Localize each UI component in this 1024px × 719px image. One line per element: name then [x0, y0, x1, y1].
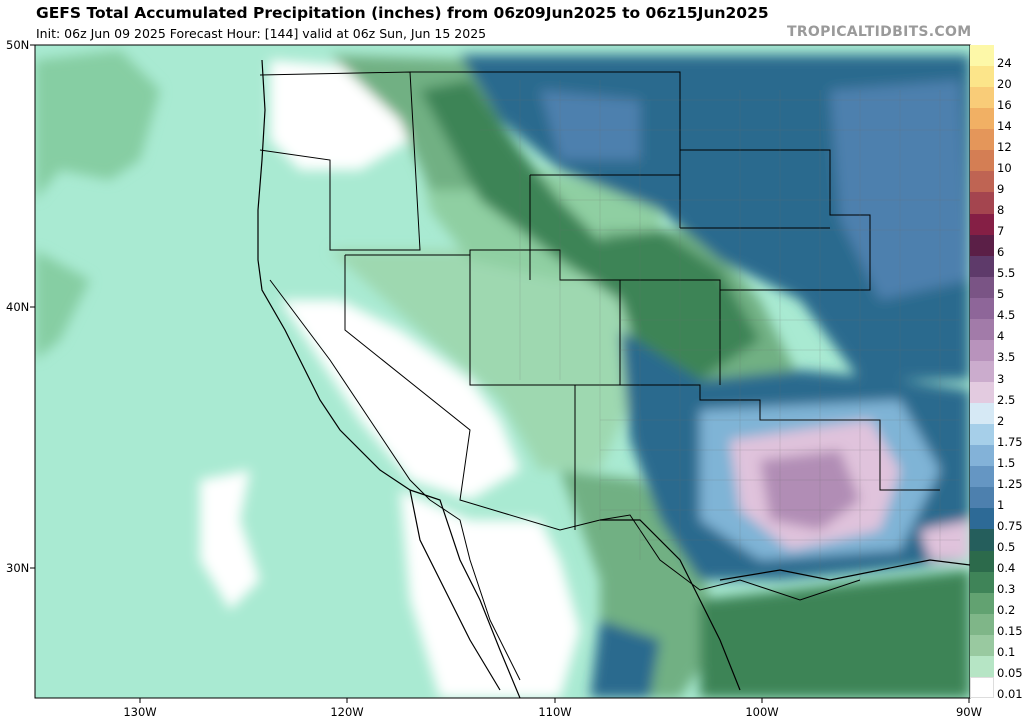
legend-swatch: [970, 297, 994, 320]
county-lines: [480, 80, 960, 580]
lightblue-dakotas: [540, 90, 640, 160]
legend-swatch: [970, 592, 994, 615]
legend-value: 9: [997, 181, 1005, 196]
legend-swatch: [970, 550, 994, 573]
legend-swatch: [970, 360, 994, 383]
lon-label-90w: 90W: [955, 705, 983, 719]
legend-value: 3: [997, 371, 1005, 386]
legend-value: 7: [997, 224, 1005, 239]
legend-swatch: [970, 213, 994, 236]
legend-value: 1: [997, 497, 1005, 512]
purple-core: [760, 450, 860, 530]
legend-swatch: [970, 424, 994, 446]
legend-value: 4.5: [997, 308, 1016, 323]
ocean-green-band-2: [35, 250, 90, 360]
dark-green-band: [420, 80, 760, 380]
legend-swatch: [970, 45, 994, 67]
ocean-green-band: [35, 50, 160, 200]
legend-swatch: [970, 108, 994, 130]
legend-swatch: [970, 613, 994, 636]
legend-value: 12: [997, 139, 1012, 154]
legend-swatch: [970, 66, 994, 88]
lon-label-130w: 130W: [123, 705, 157, 719]
pink-louisiana: [920, 520, 970, 560]
legend-value: 0.5: [997, 540, 1016, 555]
legend-value: 8: [997, 202, 1005, 217]
axis-ticks: [30, 44, 970, 703]
lon-label-110w: 110W: [538, 705, 572, 719]
legend-value: 0.1: [997, 645, 1016, 660]
legend-swatch: [970, 508, 994, 530]
legend-swatch: [970, 466, 994, 488]
legend-value: 1.25: [997, 476, 1023, 491]
dry-area-ocean: [200, 470, 260, 610]
legend-swatch: [970, 634, 994, 657]
page-subtitle: Init: 06z Jun 09 2025 Forecast Hour: [14…: [36, 26, 487, 41]
lat-label-30n: 30N: [6, 561, 30, 575]
legend-swatch: [970, 655, 994, 678]
legend-value: 1.5: [997, 455, 1016, 470]
legend-swatch: [970, 192, 994, 214]
blue-south-texas: [590, 620, 660, 698]
legend-value: 5.5: [997, 266, 1016, 281]
legend-value: 6: [997, 245, 1005, 260]
legend-swatch: [970, 445, 994, 467]
legend-value: 2: [997, 413, 1005, 428]
legend-value: 0.15: [997, 624, 1023, 639]
legend-value: 16: [997, 97, 1012, 112]
legend-swatch: [970, 129, 994, 151]
legend-value: 24: [997, 55, 1012, 70]
lon-label-120w: 120W: [330, 705, 364, 719]
dry-area-mexico: [400, 490, 580, 698]
lat-label-50n: 50N: [6, 38, 30, 52]
legend-value: 14: [997, 118, 1012, 133]
legend-swatch: [970, 487, 994, 509]
legend-swatch: [970, 150, 994, 172]
legend-swatch: [970, 676, 994, 699]
state-borders: [259, 71, 940, 681]
page-title: GEFS Total Accumulated Precipitation (in…: [36, 4, 769, 22]
lon-label-100w: 100W: [745, 705, 779, 719]
coastline: [257, 59, 970, 698]
legend-swatch: [970, 571, 994, 594]
legend-swatch: [970, 255, 994, 278]
legend-value: 4: [997, 329, 1005, 344]
legend-value: 0.2: [997, 603, 1016, 618]
precipitation-legend: 24 20 16 14 12 10 9 8 7 6 5.5 5 4.5 4 3.5 3 2.5 2 1.75 1.5 1…: [970, 45, 1024, 702]
site-brand: TROPICALTIDBITS.COM: [787, 24, 972, 40]
legend-value: 0.4: [997, 561, 1016, 576]
legend-value: 10: [997, 160, 1012, 175]
legend-value: 0.3: [997, 582, 1016, 597]
legend-value: 1.75: [997, 434, 1023, 449]
legend-swatch: [970, 87, 994, 109]
legend-swatch: [970, 529, 994, 552]
legend-swatch: [970, 382, 994, 404]
legend-value: 2.5: [997, 392, 1016, 407]
legend-value: 0.05: [997, 666, 1023, 681]
lat-label-40n: 40N: [6, 300, 30, 314]
dry-area-southwest: [280, 300, 520, 500]
lightblue-iowa: [830, 80, 970, 300]
legend-swatch: [970, 318, 994, 341]
legend-swatch: [970, 403, 994, 425]
legend-swatch: [970, 276, 994, 299]
legend-value: 0.75: [997, 518, 1023, 533]
light-green-interior: [330, 250, 640, 470]
legend-swatch: [970, 234, 994, 257]
legend-swatch: [970, 339, 994, 362]
legend-value: 0.01: [997, 687, 1023, 702]
legend-value: 5: [997, 287, 1005, 302]
legend-value: 20: [997, 76, 1012, 91]
legend-swatch: [970, 171, 994, 193]
dark-green-gulf: [700, 570, 970, 698]
legend-value: 3.5: [997, 350, 1016, 365]
